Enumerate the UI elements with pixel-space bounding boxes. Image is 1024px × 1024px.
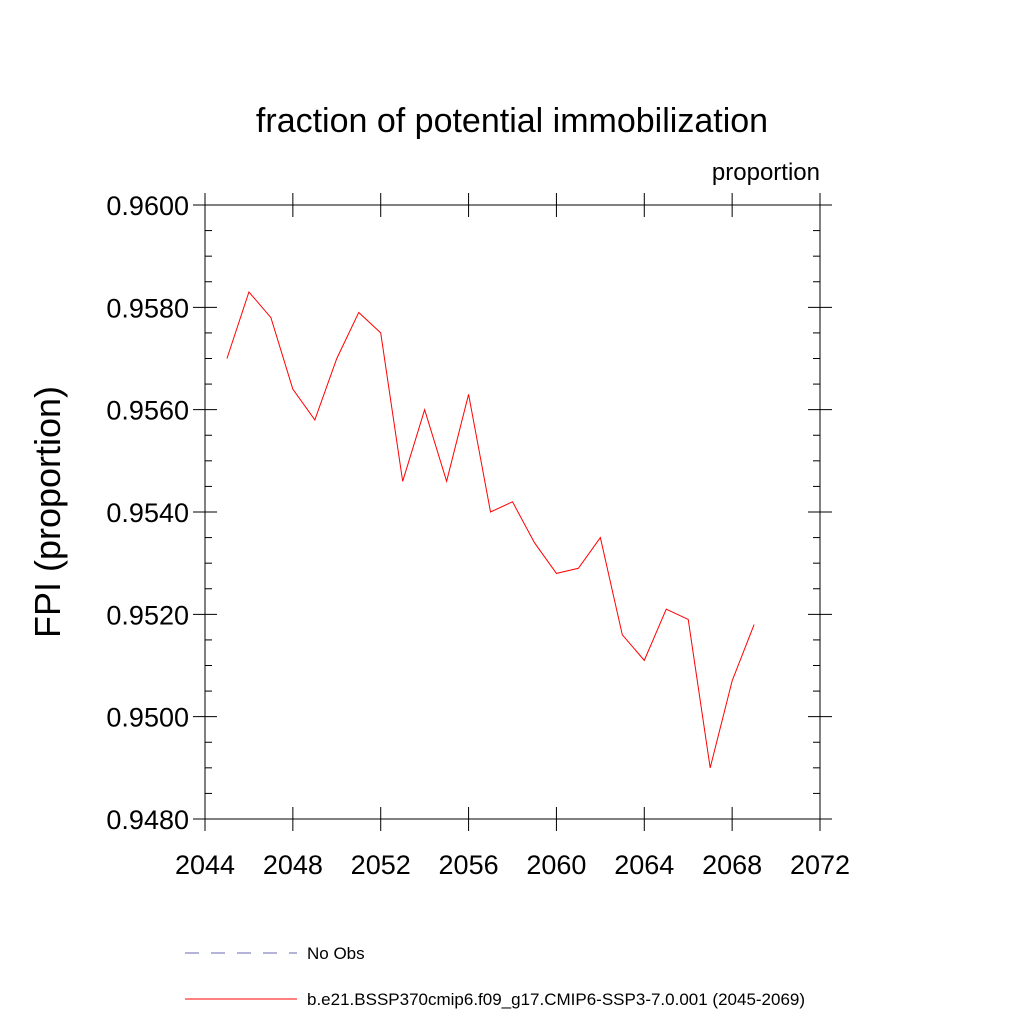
y-axis-label: FPI (proportion) (27, 386, 68, 638)
x-tick-label: 2072 (790, 850, 850, 880)
x-tick-label: 2064 (614, 850, 674, 880)
x-tick-label: 2044 (175, 850, 235, 880)
y-tick-label: 0.9500 (106, 703, 189, 733)
axis-ticks (193, 193, 832, 831)
y-tick-label: 0.9560 (106, 396, 189, 426)
y-tick-label: 0.9540 (106, 498, 189, 528)
tick-labels: 0.9480 0.9500 0.9520 0.9540 0.9560 0.9580 0.96… (106, 191, 850, 880)
chart-title: fraction of potential immobilization (256, 102, 768, 140)
x-tick-label: 2056 (439, 850, 499, 880)
legend: No Obs b.e21.BSSP370cmip6.f09_g17.CMIP6-S… (185, 944, 805, 1009)
x-tick-label: 2068 (702, 850, 762, 880)
data-series (226, 290, 755, 768)
series-line (226, 290, 755, 768)
y-tick-label: 0.9520 (106, 600, 189, 630)
y-tick-label: 0.9480 (106, 805, 189, 835)
units-label: proportion (712, 159, 820, 186)
x-tick-label: 2060 (526, 850, 586, 880)
plot-frame (204, 204, 821, 820)
legend-label: No Obs (307, 944, 365, 963)
x-tick-label: 2052 (351, 850, 411, 880)
legend-label: b.e21.BSSP370cmip6.f09_g17.CMIP6-SSP3-7.… (307, 990, 805, 1009)
y-tick-label: 0.9600 (106, 191, 189, 221)
x-tick-label: 2048 (263, 850, 323, 880)
y-tick-label: 0.9580 (106, 293, 189, 323)
